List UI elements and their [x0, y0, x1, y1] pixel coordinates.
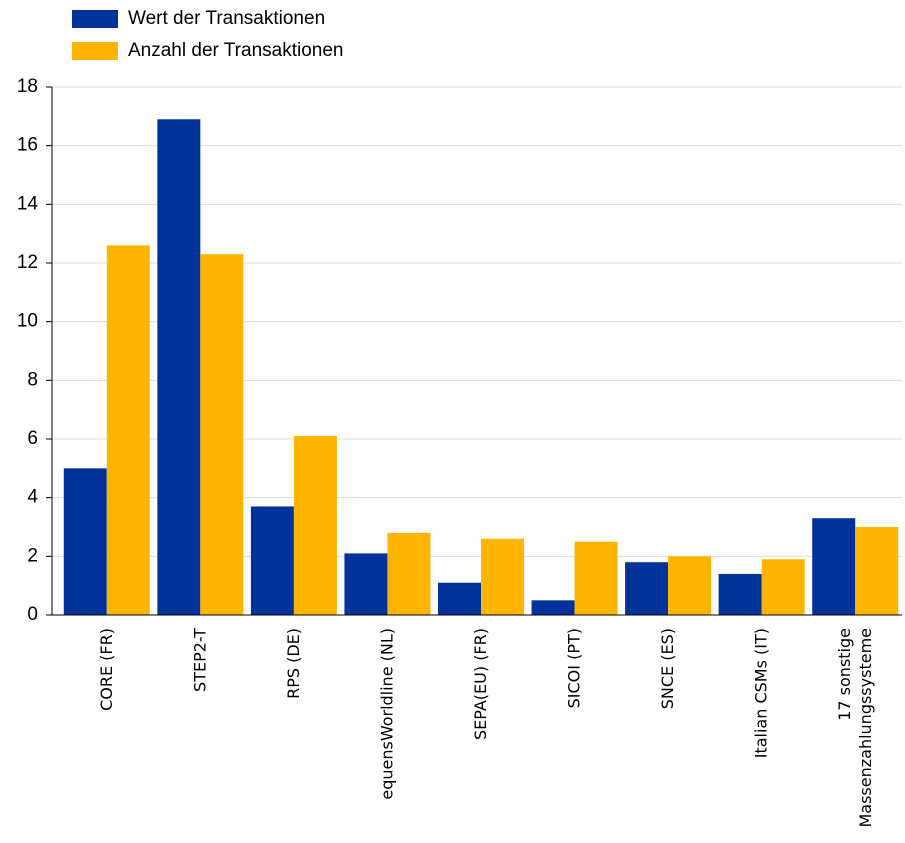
x-tick-label: Italian CSMs (IT) — [751, 628, 770, 758]
bar — [200, 254, 244, 615]
x-tick-label: CORE (FR) — [96, 628, 115, 711]
bar — [250, 506, 294, 615]
bar — [157, 119, 201, 616]
bar — [812, 518, 856, 615]
y-tick-label: 10 — [17, 311, 38, 332]
y-tick-label: 0 — [27, 604, 38, 625]
bar — [855, 527, 899, 615]
legend-label: Anzahl der Transaktionen — [128, 40, 343, 61]
y-tick-label: 18 — [17, 76, 38, 97]
y-tick-label: 8 — [27, 369, 38, 390]
y-tick-label: 12 — [17, 252, 38, 273]
bar — [761, 559, 805, 615]
bar — [344, 553, 388, 615]
bar — [387, 532, 431, 615]
x-tick-label: SEPA(EU) (FR) — [471, 628, 490, 740]
x-tick-label: 17 sonstige Massenzahlungssysteme — [835, 628, 875, 828]
legend-label: Wert der Transaktionen — [128, 8, 325, 29]
legend-swatch — [72, 42, 118, 60]
bar — [438, 582, 481, 615]
x-tick-label: SICOI (PT) — [564, 628, 583, 708]
y-tick-label: 4 — [27, 487, 38, 508]
bar — [106, 245, 150, 615]
y-tick-label: 16 — [17, 135, 38, 156]
x-tick-label: RPS (DE) — [283, 628, 302, 699]
x-tick-label: SNCE (ES) — [658, 628, 677, 709]
bar — [668, 556, 712, 615]
bar — [625, 562, 669, 615]
y-tick-label: 14 — [17, 193, 39, 214]
x-tick-label: STEP2-T — [190, 628, 209, 692]
bar — [63, 468, 107, 615]
y-tick-label: 6 — [27, 428, 38, 449]
legend-swatch — [72, 10, 118, 28]
bar — [531, 600, 575, 615]
x-tick-label: equensWorldline (NL) — [377, 628, 396, 800]
y-tick-label: 2 — [27, 545, 38, 566]
bar — [293, 436, 337, 615]
bar — [718, 573, 762, 615]
bar — [574, 541, 618, 615]
bar — [481, 538, 524, 615]
